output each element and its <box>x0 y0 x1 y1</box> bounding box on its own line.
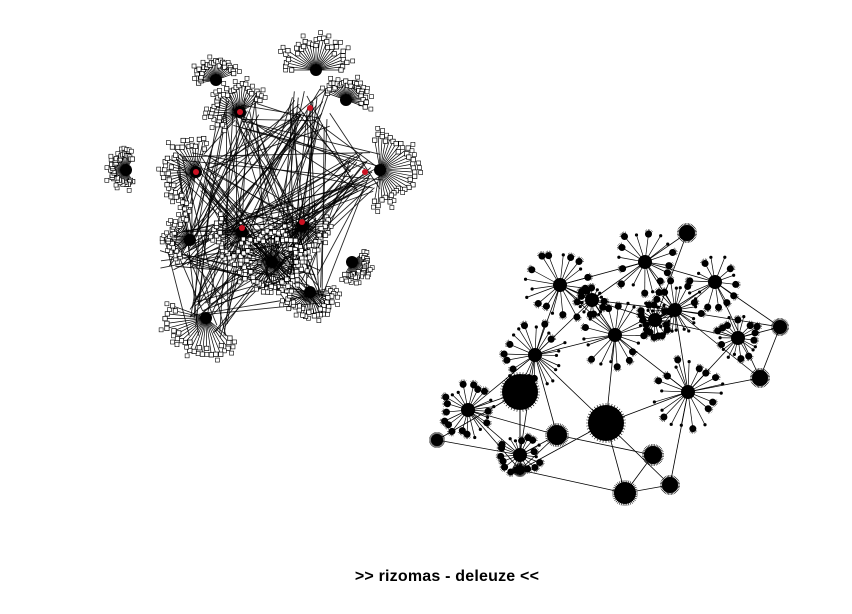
highlighted-hub <box>362 169 368 175</box>
branch-cluster <box>572 282 610 320</box>
solid-node <box>500 372 540 412</box>
node-fan <box>158 301 237 363</box>
branching-cluster-network <box>429 223 789 506</box>
solid-node <box>513 463 527 477</box>
branch-cluster <box>652 354 725 434</box>
cluster-hub <box>731 331 745 345</box>
hub-node <box>210 74 222 86</box>
highlighted-hub <box>307 105 313 111</box>
hub-node <box>340 94 352 106</box>
cluster-hub <box>461 403 475 417</box>
node-fan <box>320 74 374 112</box>
node-fan <box>202 76 268 134</box>
node-fan <box>371 126 423 214</box>
hub-node <box>184 234 196 246</box>
cluster-hub <box>708 275 722 289</box>
node-fan <box>159 211 196 265</box>
highlighted-hub <box>193 169 199 175</box>
solid-node <box>771 318 789 336</box>
solid-node <box>660 475 680 495</box>
cluster-hub <box>585 293 599 307</box>
solid-node <box>612 480 638 506</box>
node-fan <box>232 223 310 296</box>
caption: >> rizomas - deleuze << <box>354 568 540 585</box>
solid-node <box>586 403 626 443</box>
node-fan <box>191 54 242 86</box>
hub-node <box>310 64 322 76</box>
node-fan <box>339 249 375 286</box>
solid-node <box>750 368 770 388</box>
branch-cluster <box>636 299 675 343</box>
branch-cluster <box>712 314 763 364</box>
node-fan <box>278 285 342 323</box>
cluster-hub <box>608 328 622 342</box>
solid-node <box>545 423 569 447</box>
cluster-hub <box>648 313 662 327</box>
hub-node <box>200 312 212 324</box>
solid-node <box>677 223 697 243</box>
node-fan <box>104 145 136 193</box>
cluster-hub <box>528 348 542 362</box>
node-fan <box>278 30 356 76</box>
hub-node <box>236 226 248 238</box>
cluster-hub <box>513 448 527 462</box>
highlighted-hub <box>237 109 243 115</box>
branch-cluster <box>495 432 545 477</box>
cluster-hub <box>553 278 567 292</box>
hub-node <box>266 256 278 268</box>
dense-rhizome-network <box>104 30 423 363</box>
highlighted-hub <box>239 225 245 231</box>
node-fan <box>156 135 209 214</box>
branch-cluster <box>580 301 652 372</box>
branch-cluster <box>439 379 496 440</box>
hub-node <box>296 220 308 232</box>
branch-cluster <box>616 229 678 299</box>
branch-cluster <box>684 255 741 313</box>
cluster-links <box>436 232 781 494</box>
hub-node <box>346 256 358 268</box>
cluster-hub <box>638 255 652 269</box>
hub-node <box>120 164 132 176</box>
cluster-hub <box>681 385 695 399</box>
hub-node <box>374 164 386 176</box>
hub-edges <box>159 88 385 338</box>
hub-node <box>304 286 316 298</box>
solid-node <box>642 444 664 466</box>
solid-node <box>429 432 445 448</box>
highlighted-hub <box>299 219 305 225</box>
